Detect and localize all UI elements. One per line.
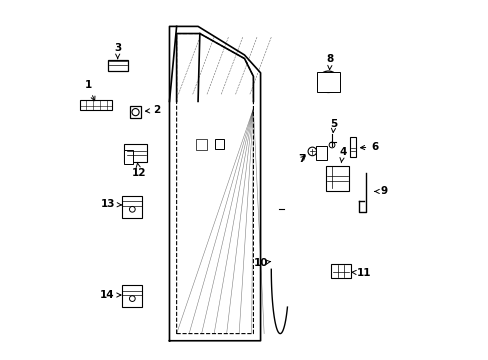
Bar (215, 139, 224, 149)
Bar (349, 137, 356, 157)
Text: 4: 4 (338, 147, 346, 163)
Text: 12: 12 (132, 162, 146, 178)
Bar (123, 150, 133, 164)
Bar (315, 146, 326, 160)
Text: 9: 9 (374, 186, 386, 197)
Bar (122, 285, 142, 307)
Bar (325, 166, 348, 191)
Text: 1: 1 (84, 80, 95, 101)
Text: 10: 10 (253, 258, 270, 268)
Bar (330, 264, 350, 278)
Bar (196, 139, 206, 150)
Text: 8: 8 (326, 54, 333, 70)
Bar (130, 107, 141, 118)
Text: 2: 2 (145, 105, 160, 115)
Text: 5: 5 (329, 118, 337, 132)
Text: 6: 6 (360, 142, 378, 152)
Bar (80, 100, 112, 111)
Text: 11: 11 (351, 268, 371, 278)
Text: 3: 3 (114, 43, 121, 59)
Text: 7: 7 (297, 154, 305, 164)
Bar (316, 72, 339, 91)
Bar (108, 60, 127, 71)
Text: 13: 13 (101, 199, 121, 209)
Bar (123, 144, 147, 162)
Bar (122, 196, 142, 218)
Text: 14: 14 (100, 290, 121, 300)
